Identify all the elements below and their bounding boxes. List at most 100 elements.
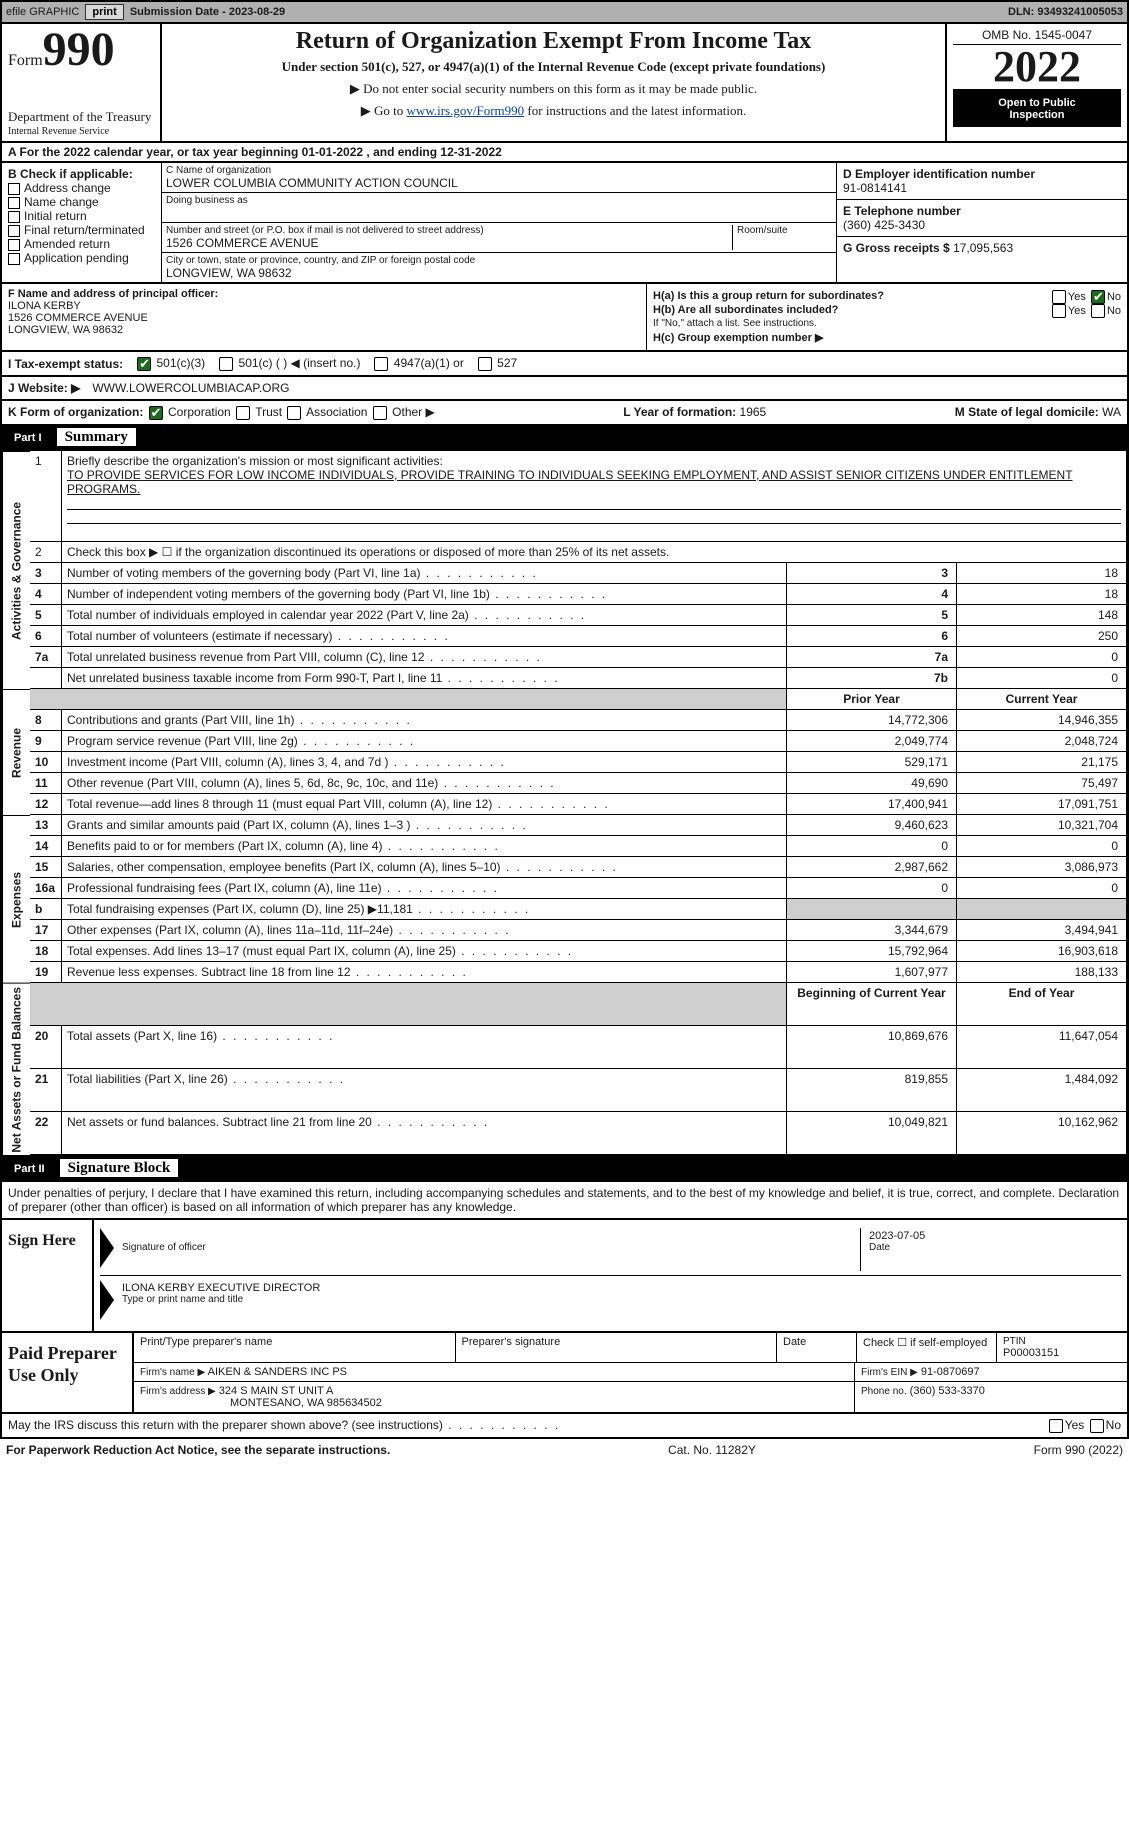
city-state-zip: LONGVIEW, WA 98632 bbox=[166, 266, 832, 280]
line-8-num: 8 bbox=[30, 710, 62, 731]
chk-other[interactable] bbox=[373, 406, 387, 420]
line-1-num: 1 bbox=[30, 451, 62, 542]
addr-label: Number and street (or P.O. box if mail i… bbox=[166, 225, 732, 236]
chk-corp[interactable] bbox=[149, 406, 163, 420]
firm-name: AIKEN & SANDERS INC PS bbox=[208, 1366, 347, 1378]
id-col: D Employer identification number 91-0814… bbox=[837, 163, 1127, 282]
ptin: P00003151 bbox=[1003, 1347, 1121, 1359]
dln: DLN: 93493241005053 bbox=[1008, 6, 1123, 18]
form-990-number: 990 bbox=[43, 23, 115, 76]
telephone: (360) 425-3430 bbox=[843, 218, 1121, 232]
begin-year-header: Beginning of Current Year bbox=[787, 983, 957, 1026]
org-name-label: C Name of organization bbox=[166, 165, 832, 176]
line-7a-text: Total unrelated business revenue from Pa… bbox=[62, 647, 787, 668]
irs-label: Internal Revenue Service bbox=[8, 126, 109, 137]
officer-name: ILONA KERBY bbox=[8, 300, 640, 312]
sign-arrow-icon-2 bbox=[100, 1280, 114, 1323]
chk-initial-return[interactable] bbox=[8, 211, 20, 223]
line-7a-box: 7a bbox=[787, 647, 957, 668]
line-3-num: 3 bbox=[30, 563, 62, 584]
line-2-num: 2 bbox=[30, 542, 62, 563]
penalty-statement: Under penalties of perjury, I declare th… bbox=[0, 1182, 1129, 1220]
street-address: 1526 COMMERCE AVENUE bbox=[166, 236, 732, 250]
ha-no[interactable] bbox=[1091, 290, 1105, 304]
org-name: LOWER COLUMBIA COMMUNITY ACTION COUNCIL bbox=[166, 176, 832, 190]
form-footer: Form 990 (2022) bbox=[1034, 1443, 1123, 1457]
domicile-label: M State of legal domicile: bbox=[955, 405, 1099, 419]
prior-year-header: Prior Year bbox=[787, 689, 957, 710]
hb-yes[interactable] bbox=[1052, 304, 1066, 318]
box-b: B Check if applicable: Address change Na… bbox=[2, 163, 162, 282]
line-19-num: 19 bbox=[30, 962, 62, 983]
cat-no: Cat. No. 11282Y bbox=[668, 1443, 756, 1457]
chk-assoc[interactable] bbox=[287, 406, 301, 420]
chk-4947a1[interactable] bbox=[374, 357, 388, 371]
line-9-num: 9 bbox=[30, 731, 62, 752]
hb-no[interactable] bbox=[1091, 304, 1105, 318]
line-4-num: 4 bbox=[30, 584, 62, 605]
line-3-text: Number of voting members of the governin… bbox=[62, 563, 787, 584]
chk-amended[interactable] bbox=[8, 239, 20, 251]
line-13-current: 10,321,704 bbox=[957, 815, 1127, 836]
irs-form990-link[interactable]: www.irs.gov/Form990 bbox=[407, 103, 525, 118]
line-14-current: 0 bbox=[957, 836, 1127, 857]
officer-label: F Name and address of principal officer: bbox=[8, 288, 218, 300]
line-17-text: Other expenses (Part IX, column (A), lin… bbox=[62, 920, 787, 941]
gross-receipts: 17,095,563 bbox=[953, 241, 1013, 255]
prep-sig-label: Preparer's signature bbox=[456, 1333, 778, 1362]
chk-501c3[interactable] bbox=[137, 357, 151, 371]
prep-name-label: Print/Type preparer's name bbox=[134, 1333, 456, 1362]
ein: 91-0814141 bbox=[843, 181, 1121, 195]
line-4-box: 4 bbox=[787, 584, 957, 605]
chk-name-change[interactable] bbox=[8, 197, 20, 209]
date-label: Date bbox=[869, 1242, 1113, 1253]
chk-final-return[interactable] bbox=[8, 225, 20, 237]
efile-label: efile GRAPHIC bbox=[6, 6, 79, 18]
line-5-text: Total number of individuals employed in … bbox=[62, 605, 787, 626]
line-5-num: 5 bbox=[30, 605, 62, 626]
line-10-prior: 529,171 bbox=[787, 752, 957, 773]
line-11-text: Other revenue (Part VIII, column (A), li… bbox=[62, 773, 787, 794]
chk-app-pending[interactable] bbox=[8, 253, 20, 265]
chk-trust[interactable] bbox=[236, 406, 250, 420]
firm-ein: 91-0870697 bbox=[921, 1366, 980, 1378]
line-3-box: 3 bbox=[787, 563, 957, 584]
line-6-num: 6 bbox=[30, 626, 62, 647]
ha-yes[interactable] bbox=[1052, 290, 1066, 304]
line-12-text: Total revenue—add lines 8 through 11 (mu… bbox=[62, 794, 787, 815]
instr-2: ▶ Go to www.irs.gov/Form990 for instruct… bbox=[168, 103, 939, 119]
line-19-text: Revenue less expenses. Subtract line 18 … bbox=[62, 962, 787, 983]
line-20-text: Total assets (Part X, line 16) bbox=[62, 1026, 787, 1069]
summary-table: Activities & Governance1Briefly describe… bbox=[0, 451, 1129, 1158]
part-2-title: Signature Block bbox=[60, 1159, 179, 1177]
discuss-no[interactable] bbox=[1090, 1419, 1104, 1433]
discuss-yes[interactable] bbox=[1049, 1419, 1063, 1433]
year-formation: 1965 bbox=[740, 405, 767, 419]
line-16a-num: 16a bbox=[30, 878, 62, 899]
line-20-begin: 10,869,676 bbox=[787, 1026, 957, 1069]
ptin-label: PTIN bbox=[1003, 1336, 1121, 1347]
line-7b-box: 7b bbox=[787, 668, 957, 689]
line-17-num: 17 bbox=[30, 920, 62, 941]
line-7b-value: 0 bbox=[957, 668, 1127, 689]
print-button[interactable]: print bbox=[85, 4, 123, 20]
domicile: WA bbox=[1102, 405, 1121, 419]
sign-block: Sign Here Signature of officer 2023-07-0… bbox=[0, 1220, 1129, 1333]
ein-label: D Employer identification number bbox=[843, 167, 1121, 181]
line-11-num: 11 bbox=[30, 773, 62, 794]
room-label: Room/suite bbox=[737, 225, 832, 236]
chk-address-change[interactable] bbox=[8, 183, 20, 195]
section-activities-governance: Activities & Governance bbox=[2, 451, 30, 689]
chk-527[interactable] bbox=[478, 357, 492, 371]
line-20-end: 11,647,054 bbox=[957, 1026, 1127, 1069]
open-to-public: Open to Public Inspection bbox=[953, 91, 1121, 127]
topbar: efile GRAPHIC print Submission Date - 20… bbox=[0, 0, 1129, 24]
line-12-prior: 17,400,941 bbox=[787, 794, 957, 815]
chk-501c[interactable] bbox=[219, 357, 233, 371]
line-22-begin: 10,049,821 bbox=[787, 1112, 957, 1155]
discuss-row: May the IRS discuss this return with the… bbox=[0, 1414, 1129, 1439]
instr-2-pre: ▶ Go to bbox=[361, 103, 407, 118]
header-right: OMB No. 1545-0047 2022 Open to Public In… bbox=[947, 24, 1127, 141]
line-5-value: 148 bbox=[957, 605, 1127, 626]
line-10-num: 10 bbox=[30, 752, 62, 773]
